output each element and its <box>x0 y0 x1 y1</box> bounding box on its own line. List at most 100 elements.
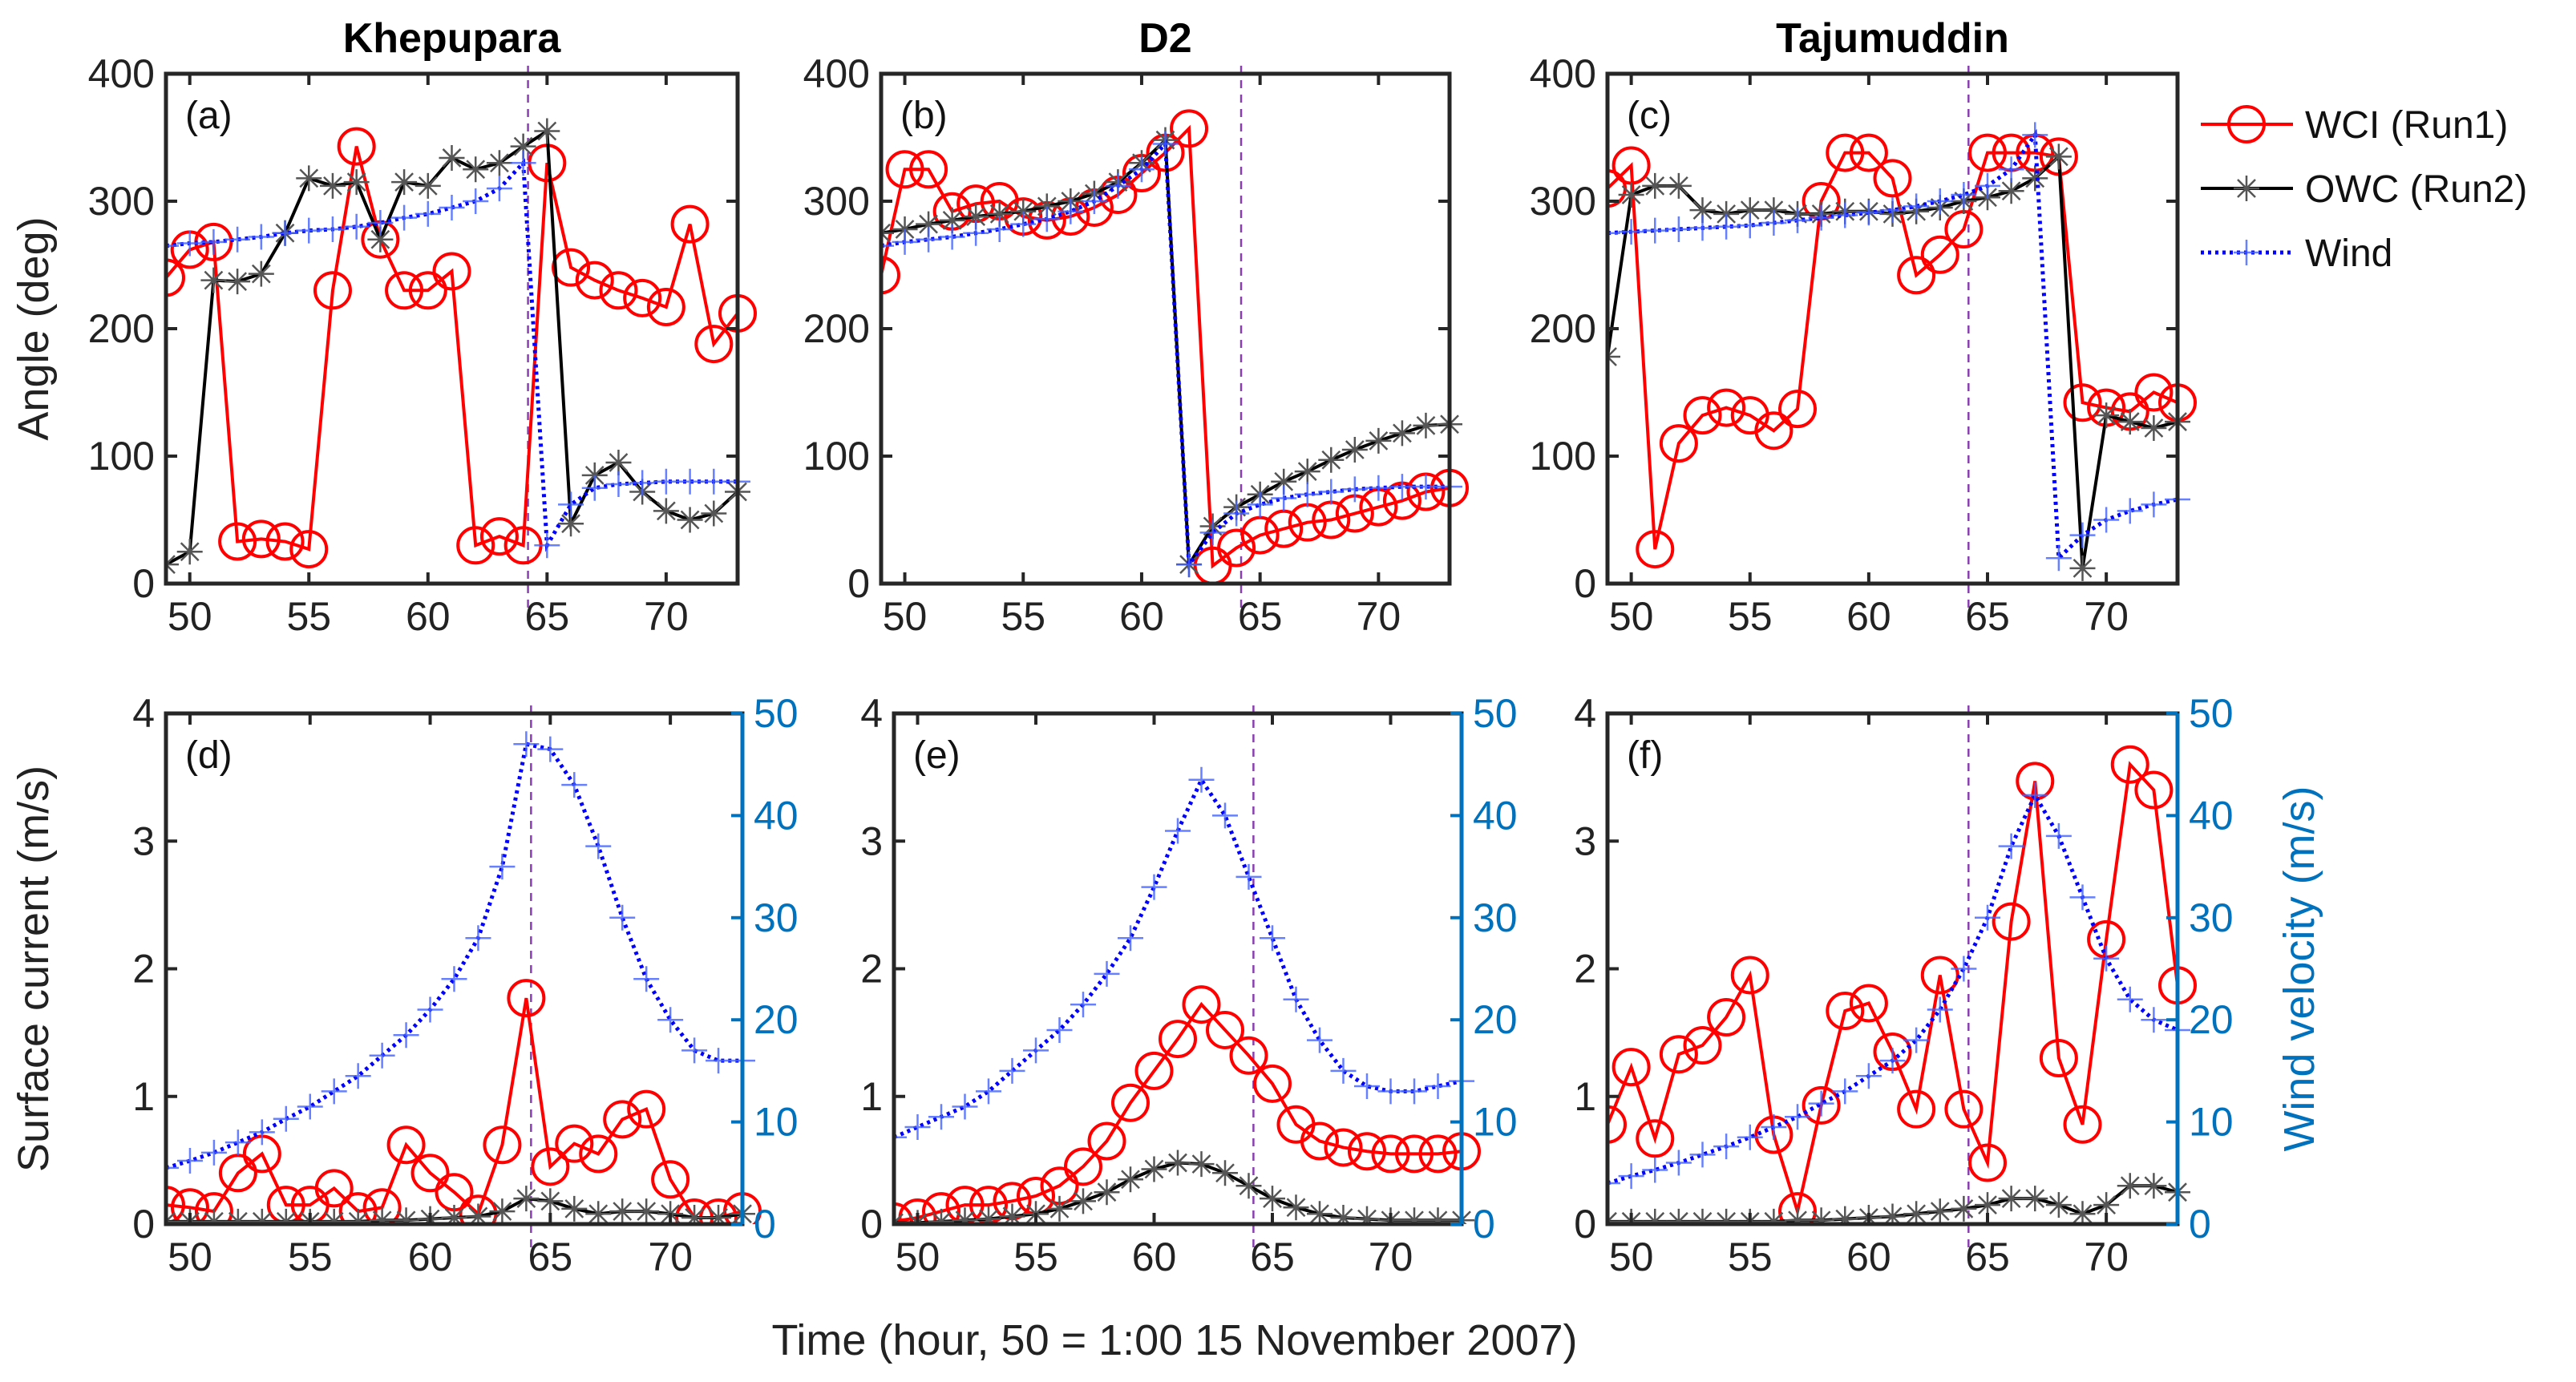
data-point <box>646 287 685 326</box>
data-point <box>1689 1142 1716 1168</box>
data-point <box>1294 481 1320 507</box>
data-point <box>463 188 489 214</box>
data-point <box>1377 1078 1404 1105</box>
data-point <box>465 1203 491 1224</box>
data-point <box>706 1205 732 1224</box>
x-tick-label: 55 <box>1001 594 1045 639</box>
x-tick-label: 60 <box>1132 1235 1177 1279</box>
data-point <box>1064 1147 1102 1186</box>
data-point <box>2117 986 2143 1012</box>
data-point <box>166 232 179 259</box>
data-point <box>939 224 965 250</box>
series-wci <box>166 127 757 569</box>
data-point <box>1118 925 1143 952</box>
data-point <box>1170 109 1209 148</box>
data-point <box>1920 956 1959 995</box>
data-point <box>1235 863 1262 890</box>
data-point <box>479 517 519 556</box>
data-point <box>603 1100 642 1139</box>
data-point <box>289 530 329 569</box>
y-tick-label: 2 <box>132 947 155 992</box>
legend-label: OWC (Run2) <box>2305 168 2527 211</box>
data-point <box>1903 193 1930 220</box>
data-point <box>510 150 536 176</box>
data-point <box>1354 1073 1380 1100</box>
data-point <box>1737 197 1763 224</box>
data-point <box>609 904 636 931</box>
y2-tick-label: 10 <box>2189 1100 2234 1145</box>
data-point <box>439 194 465 220</box>
data-point <box>1730 956 1769 995</box>
data-point <box>362 1188 402 1224</box>
data-point <box>1094 1179 1120 1206</box>
data-point <box>1057 198 1084 224</box>
data-point <box>599 271 638 310</box>
y-tick-label: 0 <box>132 561 155 606</box>
data-point <box>1998 1186 2024 1212</box>
data-point <box>1425 1207 1451 1224</box>
data-point <box>904 1113 931 1140</box>
data-point <box>343 169 370 196</box>
series-line <box>166 146 739 552</box>
data-point <box>677 507 703 533</box>
data-point <box>1642 1208 1668 1224</box>
x-tick-label: 60 <box>1119 594 1164 639</box>
data-point <box>1607 1105 1627 1144</box>
y-tick-label: 200 <box>88 306 155 351</box>
data-point <box>1903 1027 1930 1053</box>
data-point <box>1785 1104 1810 1130</box>
data-point <box>176 230 203 257</box>
data-point <box>297 1093 323 1120</box>
y2-tick-label: 50 <box>1473 691 1518 736</box>
data-point <box>681 1205 708 1224</box>
x-tick-label: 55 <box>1728 594 1773 639</box>
data-point <box>1832 202 1858 228</box>
x-tick-label: 60 <box>406 594 451 639</box>
data-point <box>1389 420 1415 447</box>
data-point <box>1188 1151 1215 1178</box>
data-point <box>2093 507 2120 533</box>
data-point <box>166 1186 185 1224</box>
data-point <box>694 325 734 364</box>
data-point <box>1761 1208 1787 1224</box>
data-point <box>1283 1194 1309 1221</box>
axes-box <box>1605 711 2180 1226</box>
x-tick-label: 65 <box>1965 1235 2010 1279</box>
x-tick-label: 55 <box>1013 1235 1058 1279</box>
data-point <box>415 200 441 227</box>
series-line <box>1607 790 2178 1186</box>
panel-label: (a) <box>185 95 233 137</box>
panel-label: (b) <box>900 95 948 137</box>
data-point <box>513 1186 540 1212</box>
data-point <box>486 150 512 176</box>
data-point <box>489 854 516 880</box>
x-tick-label: 60 <box>1846 1235 1891 1279</box>
data-point <box>1951 182 1977 208</box>
data-point <box>701 468 727 495</box>
y2-tick-label: 40 <box>2189 793 2234 838</box>
data-point <box>999 1057 1025 1084</box>
data-point <box>338 1192 378 1224</box>
data-point <box>1330 1205 1357 1224</box>
x-tick-label: 70 <box>2084 594 2129 639</box>
y-tick-label: 2 <box>860 947 883 992</box>
data-point <box>627 1089 666 1129</box>
y2-tick-label: 0 <box>754 1202 776 1247</box>
y2-tick-label: 30 <box>754 895 799 940</box>
data-point <box>633 1198 660 1224</box>
data-point <box>386 1125 426 1165</box>
data-point <box>200 1139 227 1166</box>
data-point <box>1229 1036 1268 1075</box>
series-line <box>166 742 742 1170</box>
column-title: Khepupara <box>343 15 562 62</box>
data-point <box>2141 1173 2167 1199</box>
series-wind <box>1607 782 2190 1197</box>
data-point <box>585 833 612 859</box>
data-point <box>1348 1132 1386 1171</box>
y-tick-label: 0 <box>847 561 870 606</box>
data-point <box>249 1208 275 1224</box>
data-point <box>605 449 632 475</box>
x-tick-label: 65 <box>525 594 570 639</box>
data-point <box>273 1208 299 1224</box>
y2-tick-label: 10 <box>754 1100 799 1145</box>
